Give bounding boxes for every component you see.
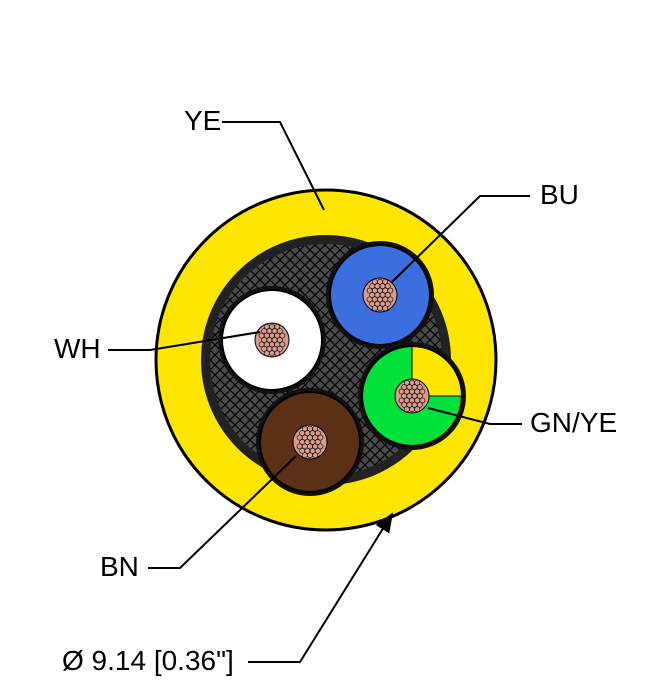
cable-cross-section bbox=[156, 190, 496, 530]
strand-cluster bbox=[259, 324, 285, 356]
label-GNYE: GN/YE bbox=[530, 407, 617, 438]
label-WH: WH bbox=[54, 333, 101, 364]
leader-line bbox=[248, 514, 392, 662]
label-BU: BU bbox=[540, 179, 579, 210]
label-diameter: Ø 9.14 [0.36"] bbox=[62, 645, 234, 676]
strand-cluster bbox=[399, 380, 425, 412]
strand-cluster bbox=[367, 279, 393, 311]
strand-cluster bbox=[297, 426, 323, 458]
label-BN: BN bbox=[100, 551, 139, 582]
label-ye: YE bbox=[184, 105, 221, 136]
